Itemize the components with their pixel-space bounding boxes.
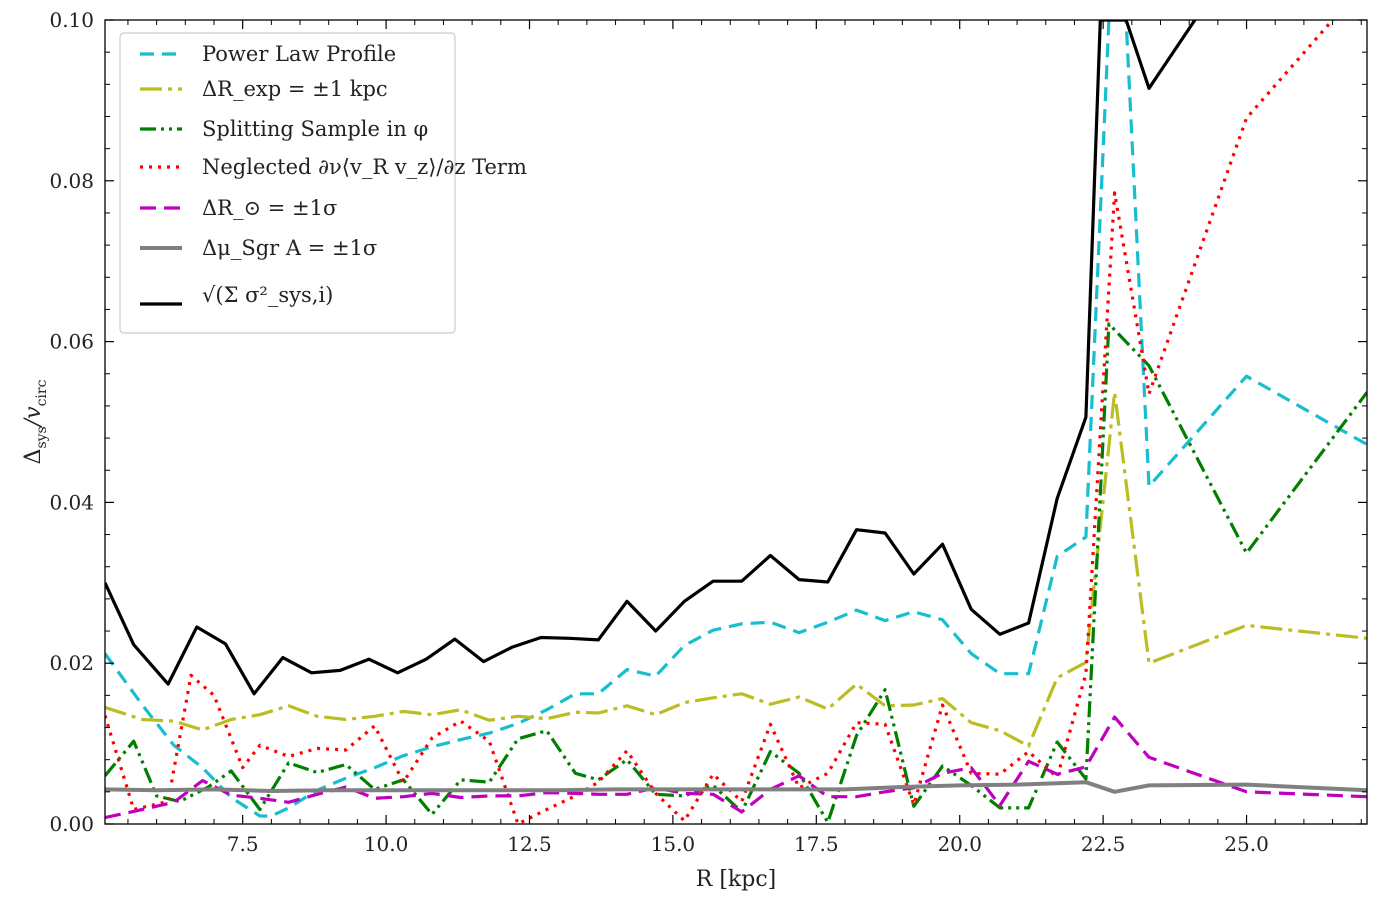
y-tick-label: 0.08 <box>49 169 94 193</box>
series-line-neglected <box>105 20 1334 824</box>
legend: Power Law Profile ΔR_exp = ±1 kpc Splitt… <box>119 32 527 334</box>
y-axis-label-mid: /v <box>21 406 46 428</box>
y-axis-label-sub2: circ <box>34 379 50 406</box>
x-tick-label: 25.0 <box>1224 832 1269 856</box>
legend-label-rsun: ΔR_⊙ = ±1σ <box>202 196 337 220</box>
x-tick-label: 22.5 <box>1081 832 1126 856</box>
x-tick-label: 12.5 <box>507 832 552 856</box>
series-line-power-law <box>105 20 1367 818</box>
legend-label-total: √(Σ σ²_sys,i) <box>202 283 333 307</box>
legend-label-musgr: Δμ_Sgr A = ±1σ <box>202 236 377 260</box>
series-line-rexp <box>105 390 1367 748</box>
legend-label-neglected: Neglected ∂ν⟨v_R v_z⟩/∂z Term <box>202 155 527 179</box>
y-axis-label: Δsys/vcirc <box>21 379 50 464</box>
x-tick-label: 10.0 <box>364 832 409 856</box>
y-tick-label: 0.02 <box>49 651 94 675</box>
legend-box <box>119 32 456 334</box>
ticks-layer: 7.5 10.0 12.5 15.0 17.5 20.0 22.5 25.0 0.00 0.02 0… <box>49 8 1367 856</box>
x-tick-label: 15.0 <box>651 832 696 856</box>
y-tick-label: 0.00 <box>49 812 94 836</box>
y-axis-label-delta: Δ <box>21 449 46 465</box>
series-line-total <box>105 20 1197 696</box>
y-tick-label: 0.06 <box>49 330 94 354</box>
legend-label-rexp: ΔR_exp = ±1 kpc <box>202 77 388 101</box>
x-tick-label: 17.5 <box>794 832 839 856</box>
plot-frame <box>104 19 1368 825</box>
series-line-splitting <box>105 322 1367 824</box>
legend-label-power-law: Power Law Profile <box>202 42 396 66</box>
series-line-rsun <box>105 715 1367 820</box>
legend-label-splitting: Splitting Sample in φ <box>202 117 428 141</box>
y-tick-label: 0.10 <box>49 8 94 32</box>
y-axis-label-sub1: sys <box>34 426 50 448</box>
series-line-musgr <box>105 780 1367 794</box>
series-layer <box>105 20 1367 824</box>
x-axis-label: R [kpc] <box>696 867 776 892</box>
x-tick-label: 7.5 <box>227 832 259 856</box>
y-tick-label: 0.04 <box>49 490 94 514</box>
legend-handles <box>140 52 182 306</box>
x-tick-label: 20.0 <box>937 832 982 856</box>
